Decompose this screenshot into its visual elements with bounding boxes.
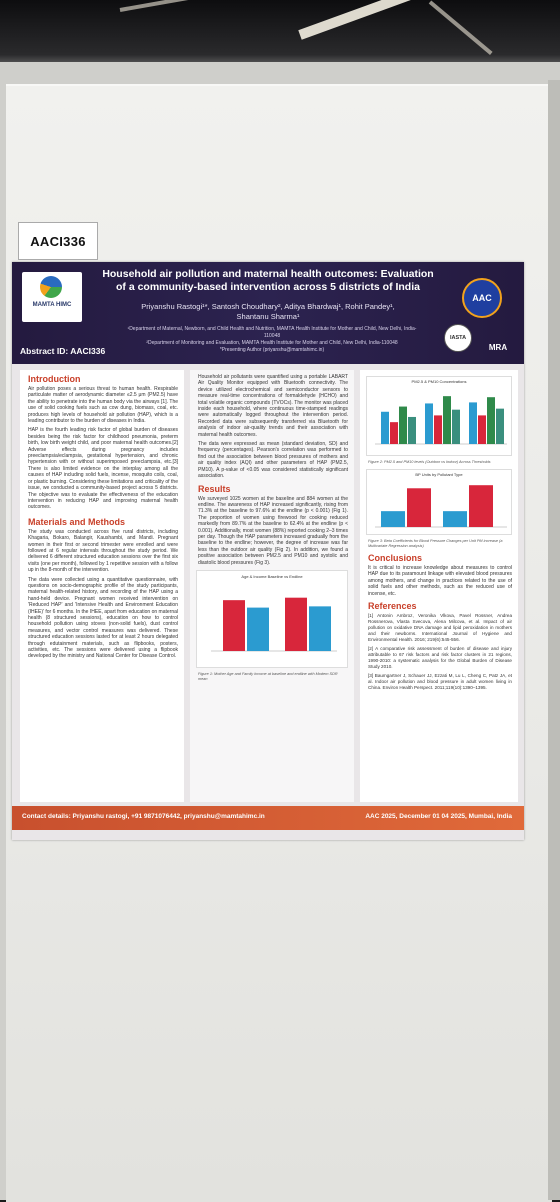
ceiling-beam	[428, 0, 493, 55]
fig2-bar	[408, 416, 416, 444]
affiliation-2: ²Department of Monitoring and Evaluation…	[146, 340, 398, 346]
fig2-bar	[452, 409, 460, 444]
poster-authors-line1: Priyanshu Rastogi¹*, Santosh Choudhary²,…	[141, 302, 395, 311]
contact-details: Contact details: Priyanshu rastogi, +91 …	[22, 813, 265, 820]
fig2-bar	[487, 397, 495, 444]
references-heading: References	[368, 601, 417, 612]
figure-3-chart	[375, 485, 507, 528]
poster-authors: Priyanshu Rastogi¹*, Santosh Choudhary²,…	[98, 302, 438, 322]
results-p1: We surveyed 1025 women at the baseline a…	[198, 495, 348, 566]
fig1-bar	[285, 597, 307, 651]
poster-authors-line2: Shantanu Sharma¹	[236, 312, 300, 321]
introduction-heading: Introduction	[28, 374, 81, 384]
methods-heading: Materials and Methods	[28, 516, 126, 527]
abstract-id: Abstract ID: AACI336	[20, 346, 106, 356]
poster-footer: Contact details: Priyanshu rastogi, +91 …	[12, 806, 524, 830]
poster: MAMTA HIMC Household air pollution and m…	[12, 262, 524, 840]
ceiling-light	[298, 0, 415, 40]
conference-info: AAC 2025, December 01 04 2025, Mumbai, I…	[365, 813, 512, 820]
mamta-logo: MAMTA HIMC	[22, 272, 82, 322]
introduction-p2: HAP is the fourth leading risk factor of…	[28, 427, 178, 511]
poster-title-line1: Household air pollution and maternal hea…	[102, 268, 434, 280]
fig2-bar	[434, 415, 442, 444]
references: References [1] Antonin Ambroz, Veronika …	[360, 601, 518, 691]
mamta-logo-text: MAMTA HIMC	[32, 302, 72, 308]
figure-2-caption: Figure 2: PM2.5 and PM10 levels (Outdoor…	[368, 460, 491, 464]
poster-header: MAMTA HIMC Household air pollution and m…	[12, 262, 524, 364]
iasta-logo: IASTA	[444, 324, 472, 352]
ceiling-beam	[119, 0, 318, 12]
fig2-bar	[469, 402, 477, 444]
affiliation-1: ¹Department of Maternal, Newborn, and Ch…	[127, 326, 417, 339]
aac-logo: AAC	[462, 278, 502, 318]
reference-2: [2] A comparative risk assessment of bur…	[368, 646, 512, 670]
board-side-strip	[548, 80, 560, 1200]
figure-1-chart	[211, 597, 337, 652]
figure-1-title: Age & Income Baseline vs Endline	[241, 573, 303, 579]
figure-2-title: PM2.5 & PM10 Concentrations	[411, 379, 467, 384]
poster-column-3: PM2.5 & PM10 Concentrations Figure 2: PM…	[360, 370, 518, 802]
figure-1-caption: Figure 1: Mother Age and Family Income a…	[198, 671, 338, 681]
poster-column-1: Introduction Air pollution poses a serio…	[20, 370, 184, 802]
introduction-p1: Air pollution poses a serious threat to …	[28, 386, 178, 425]
fig3-bar	[407, 488, 431, 527]
figure-3-title: BP Units by Pollutant Type	[415, 472, 463, 477]
fig2-bar	[443, 396, 451, 444]
results-heading: Results	[198, 483, 231, 494]
poster-column-2: Household air pollutants were quantified…	[190, 370, 354, 802]
methods-cont-p2: The data were expressed as mean (standar…	[198, 441, 348, 480]
conclusions-heading: Conclusions	[368, 553, 423, 563]
figure-3: BP Units by Pollutant Type	[366, 469, 512, 535]
figure-1: Age & Income Baseline vs Endline	[196, 569, 348, 668]
poster-title-line2: of a community-based intervention across…	[116, 281, 420, 293]
methods-p2: The data were collected using a quantita…	[28, 576, 178, 660]
fig2-bar	[399, 406, 407, 444]
fig3-bar	[469, 485, 493, 527]
booth-tag: AACI336	[18, 222, 98, 260]
reference-3: [3] Baumgartner J, Schauer JJ, Ezzati M,…	[368, 673, 512, 691]
fig2-bar	[390, 422, 398, 444]
figure-2: PM2.5 & PM10 Concentrations	[366, 376, 512, 456]
fig1-bar	[247, 607, 269, 651]
fig2-bar	[425, 403, 433, 444]
poster-title: Household air pollution and maternal hea…	[98, 268, 438, 294]
methods-p1: The study was conducted across five rura…	[28, 528, 178, 574]
presenting-author: *Presenting Author (priyanshu@mamtahimc.…	[219, 347, 325, 353]
reference-1: [1] Antonin Ambroz, Veronika Vlkova, Pav…	[368, 613, 512, 643]
methods-cont-p1: Household air pollutants were quantified…	[198, 374, 348, 438]
fig2-bar	[496, 408, 504, 444]
figure-2-chart	[375, 396, 507, 445]
fig3-bar	[381, 511, 405, 527]
fig2-bar	[478, 415, 486, 444]
fig3-bar	[443, 511, 467, 527]
fig1-bar	[223, 600, 245, 651]
mamta-logo-icon	[40, 276, 62, 298]
poster-affiliations: ¹Department of Maternal, Newborn, and Ch…	[122, 326, 422, 354]
mra-logo: MRA	[488, 343, 508, 352]
fig1-bar	[309, 606, 331, 651]
conclusions-p1: It is critical to increase knowledge abo…	[368, 565, 512, 597]
figure-3-caption: Figure 3: Beta Coefficients for Blood Pr…	[368, 539, 503, 548]
fig2-bar	[381, 411, 389, 444]
